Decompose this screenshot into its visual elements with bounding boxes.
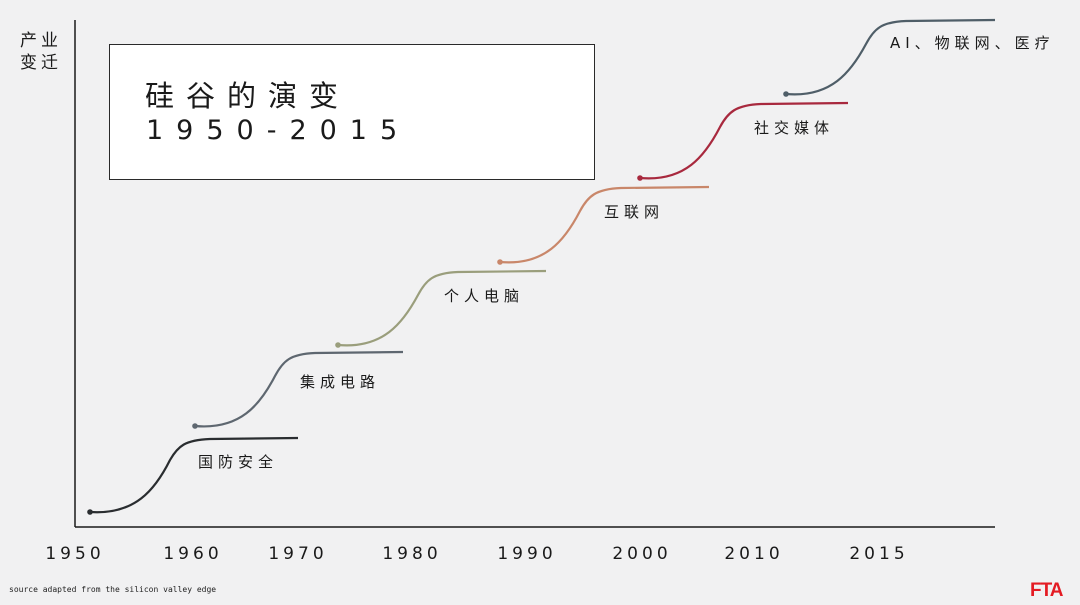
title-box bbox=[109, 44, 595, 180]
x-tick-2000: 2000 bbox=[612, 544, 672, 564]
y-axis-label: 产业 变迁 bbox=[20, 31, 62, 73]
x-tick-2010: 2010 bbox=[724, 544, 784, 564]
stage-curve-3 bbox=[335, 269, 547, 348]
stage-curve-2 bbox=[192, 350, 404, 429]
x-tick-1950: 1950 bbox=[45, 544, 105, 564]
stage-label-social-media: 社交媒体 bbox=[754, 119, 835, 137]
stage-curve-1 bbox=[87, 436, 299, 515]
stage-label-ai-iot-health: AI、物联网、医疗 bbox=[890, 34, 1055, 52]
chart-title: 硅谷的演变 bbox=[145, 79, 351, 113]
x-tick-1960: 1960 bbox=[163, 544, 223, 564]
stage-label-integrated-circuit: 集成电路 bbox=[300, 373, 381, 391]
stage-label-defense: 国防安全 bbox=[198, 453, 279, 471]
x-tick-2015: 2015 bbox=[849, 544, 909, 564]
stage-curve-6 bbox=[783, 18, 996, 97]
chart-subtitle-years: 1950-2015 bbox=[146, 115, 411, 146]
fta-logo: FTA bbox=[1030, 580, 1064, 601]
x-tick-1980: 1980 bbox=[382, 544, 442, 564]
stage-curve-5 bbox=[637, 101, 849, 181]
stage-label-personal-computer: 个人电脑 bbox=[444, 287, 525, 305]
x-tick-1970: 1970 bbox=[268, 544, 328, 564]
stage-label-internet: 互联网 bbox=[604, 203, 665, 221]
source-note: source adapted from the silicon valley e… bbox=[9, 585, 217, 594]
stage-curve-4 bbox=[497, 185, 710, 265]
x-tick-1990: 1990 bbox=[497, 544, 557, 564]
